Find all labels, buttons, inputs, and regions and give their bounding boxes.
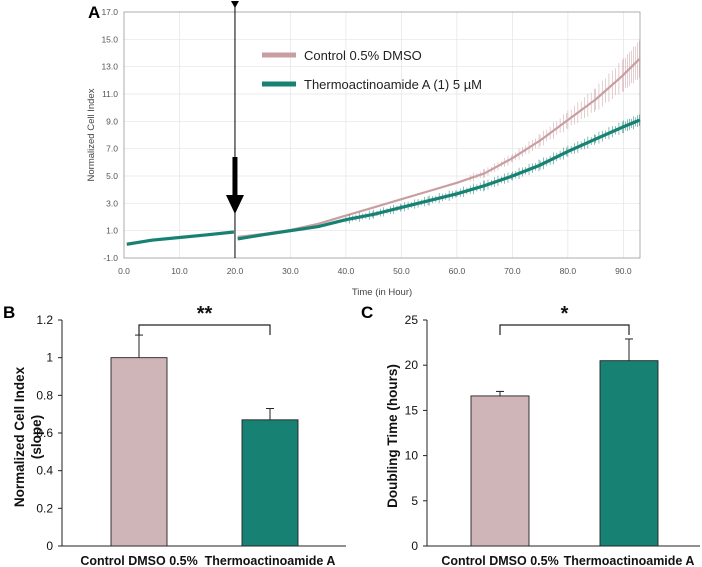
treatment-arrow-shaft xyxy=(232,157,238,197)
panel-a-x-axis-title: Time (in Hour) xyxy=(352,287,412,298)
y-tick-label: 9.0 xyxy=(106,116,118,126)
y-tick-label: 10 xyxy=(405,449,419,463)
y-tick-label: 1.2 xyxy=(36,313,53,327)
y-tick-label: 0.4 xyxy=(36,464,53,478)
x-tick-label: 70.0 xyxy=(504,266,521,276)
series-line xyxy=(237,57,641,238)
bar-thermoactinoamide xyxy=(599,360,659,547)
category-label: Thermoactinoamide A xyxy=(564,554,695,567)
panel-a-y-ticks: -1.0 1.0 3.0 5.0 7.0 9.0 11.0 13.0 15.0 17.0 xyxy=(101,7,118,263)
x-tick-label: 60.0 xyxy=(449,266,466,276)
y-tick-label: 25 xyxy=(405,313,419,327)
series-line xyxy=(237,118,641,241)
significance-marker: * xyxy=(561,303,569,325)
y-tick-label: 3.0 xyxy=(106,198,118,208)
y-tick-label: 0 xyxy=(411,539,418,553)
series-treated xyxy=(126,114,641,246)
x-tick-label: 20.0 xyxy=(227,266,244,276)
panel-c-chart: 0 5 10 15 20 25 Control DMSO 0.5% Thermoactinoa… xyxy=(405,303,700,567)
category-label: Control DMSO 0.5% xyxy=(80,554,197,567)
y-tick-label: 13.0 xyxy=(101,62,118,72)
y-tick-label: 15.0 xyxy=(101,34,118,44)
x-tick-label: 90.0 xyxy=(615,266,632,276)
panel-b-letter: B xyxy=(3,303,15,322)
panel-b-chart: 0 0.2 0.4 0.6 0.8 1 1.2 Control DMSO 0.5% Thermo… xyxy=(36,303,346,567)
x-tick-label: 0.0 xyxy=(118,266,130,276)
panel-a-x-ticks: 0.0 10.0 20.0 30.0 40.0 50.0 60.0 70.0 80.0 90.0 xyxy=(118,266,632,276)
panel-a: A -1.0 1.0 3.0 5.0 7.0 9.0 11.0 13.0 15.0 17.0 0.… xyxy=(86,1,641,298)
y-tick-label: 5.0 xyxy=(106,171,118,181)
y-tick-label: 17.0 xyxy=(101,7,118,17)
panel-a-letter: A xyxy=(88,3,100,22)
panel-b: B 0 0.2 0.4 0.6 0.8 1 1.2 Control DMSO 0.5% Ther… xyxy=(3,303,346,567)
significance-marker: ** xyxy=(197,303,213,325)
y-tick-label: 11.0 xyxy=(102,89,118,99)
bar-control xyxy=(110,357,168,547)
y-tick-label: 0.2 xyxy=(36,501,53,515)
x-tick-label: 30.0 xyxy=(282,266,299,276)
significance-bracket xyxy=(138,324,271,335)
significance-bracket xyxy=(499,324,630,335)
category-label: Control DMSO 0.5% xyxy=(441,554,558,567)
panel-c: C 0 5 10 15 20 25 Control DMSO 0.5% Thermoactin… xyxy=(361,303,700,567)
x-tick-label: 10.0 xyxy=(171,266,188,276)
category-label: Thermoactinoamide A xyxy=(205,554,336,567)
panel-a-plot-frame xyxy=(123,11,641,259)
legend-label-control: Control 0.5% DMSO xyxy=(304,48,422,63)
panel-a-series xyxy=(126,40,641,246)
series-line xyxy=(126,230,235,246)
y-tick-label: 0.8 xyxy=(36,388,53,402)
y-tick-label: 0.6 xyxy=(36,426,53,440)
x-tick-label: 40.0 xyxy=(338,266,355,276)
bar-thermoactinoamide xyxy=(241,419,299,547)
treatment-time-marker xyxy=(225,1,244,258)
treatment-arrowhead xyxy=(225,195,244,214)
panel-c-letter: C xyxy=(361,303,373,322)
y-tick-label: 5 xyxy=(411,494,418,508)
y-tick-label: 20 xyxy=(405,358,419,372)
treatment-top-arrowhead xyxy=(230,1,239,8)
panel-b-y-axis-title-line1: Normalized Cell Index xyxy=(12,366,27,507)
x-tick-label: 80.0 xyxy=(560,266,577,276)
panel-a-y-axis-title: Normalized Cell Index xyxy=(86,88,97,181)
y-tick-label: 15 xyxy=(405,403,419,417)
y-tick-label: -1.0 xyxy=(103,253,118,263)
y-tick-label: 0 xyxy=(46,539,53,553)
x-tick-label: 50.0 xyxy=(393,266,410,276)
panel-b-y-axis-title-line2: (slope) xyxy=(29,415,44,459)
y-tick-label: 1.0 xyxy=(106,226,118,236)
bar-control xyxy=(470,395,530,547)
panel-c-y-axis-title: Doubling Time (hours) xyxy=(385,364,400,508)
y-tick-label: 1 xyxy=(46,351,53,365)
y-tick-label: 7.0 xyxy=(106,144,118,154)
legend-label-treated: Thermoactinoamide A (1) 5 µM xyxy=(304,77,482,92)
